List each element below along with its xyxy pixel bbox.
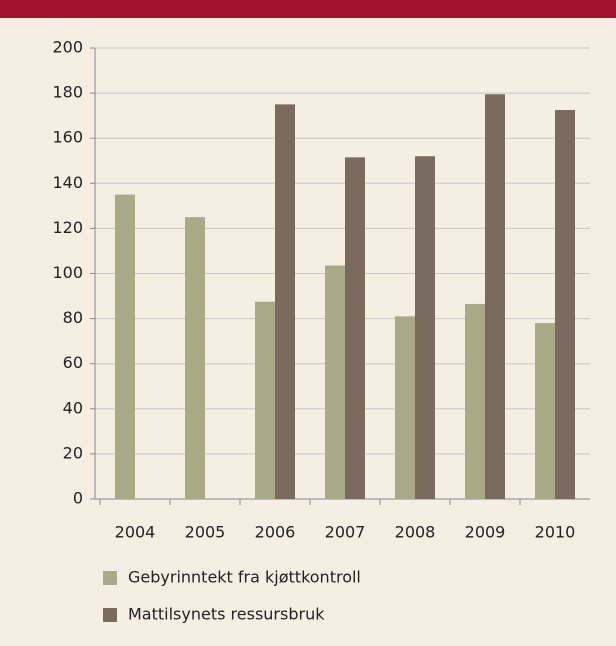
bar — [325, 265, 345, 499]
bar — [345, 157, 365, 499]
x-tick-label: 2009 — [465, 523, 506, 542]
bar — [395, 316, 415, 499]
bar — [275, 104, 295, 499]
x-tick-label: 2008 — [395, 523, 436, 542]
x-tick-label: 2005 — [185, 523, 226, 542]
legend-swatch — [103, 608, 117, 622]
x-tick-label: 2004 — [115, 523, 156, 542]
y-tick-label: 20 — [63, 443, 83, 462]
bar — [465, 303, 485, 499]
bar — [115, 194, 135, 499]
bar — [535, 323, 555, 499]
legend-label: Mattilsynets ressursbruk — [128, 605, 325, 624]
bar — [185, 217, 205, 499]
top-band — [0, 0, 616, 18]
y-tick-label: 160 — [52, 128, 83, 147]
x-tick-label: 2010 — [535, 523, 576, 542]
y-tick-label: 100 — [52, 263, 83, 282]
bar — [555, 110, 575, 499]
y-tick-label: 200 — [52, 38, 83, 57]
bar — [485, 94, 505, 499]
bar — [415, 156, 435, 500]
y-tick-label: 80 — [63, 308, 83, 327]
y-tick-label: 60 — [63, 353, 83, 372]
legend-swatch — [103, 571, 117, 585]
legend-label: Gebyrinntekt fra kjøttkontroll — [128, 568, 361, 587]
bar — [255, 301, 275, 499]
x-tick-label: 2007 — [325, 523, 366, 542]
y-tick-label: 180 — [52, 83, 83, 102]
y-tick-label: 40 — [63, 398, 83, 417]
y-tick-label: 0 — [73, 489, 83, 508]
x-tick-label: 2006 — [255, 523, 296, 542]
y-tick-label: 140 — [52, 173, 83, 192]
y-tick-label: 120 — [52, 218, 83, 237]
